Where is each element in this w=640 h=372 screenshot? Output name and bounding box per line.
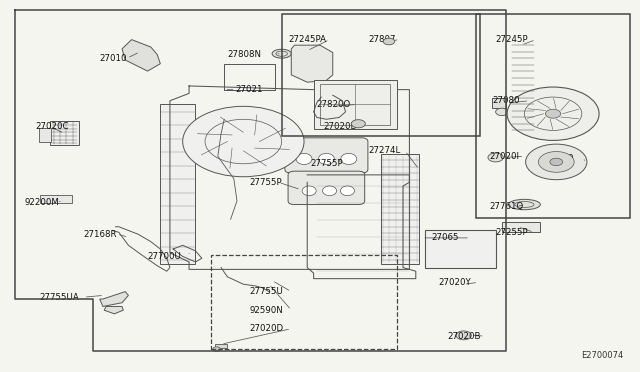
Ellipse shape [319, 153, 334, 164]
Bar [381, 154, 419, 264]
Circle shape [351, 120, 365, 128]
Bar [50, 121, 79, 145]
FancyBboxPatch shape [288, 171, 365, 205]
Bar [214, 343, 227, 348]
Circle shape [182, 106, 304, 177]
Bar [492, 98, 506, 108]
Polygon shape [100, 292, 129, 307]
Bar [426, 231, 495, 267]
Circle shape [507, 87, 599, 140]
Text: 27065: 27065 [432, 233, 460, 243]
Text: 27168R: 27168R [84, 230, 117, 239]
Text: 27820O: 27820O [317, 100, 351, 109]
Circle shape [456, 331, 471, 340]
Text: 27020Y: 27020Y [438, 278, 471, 287]
Ellipse shape [296, 153, 312, 164]
Ellipse shape [323, 186, 337, 196]
Ellipse shape [340, 186, 355, 196]
Text: 27020I: 27020I [489, 152, 519, 161]
Bar [211, 254, 397, 349]
Circle shape [383, 38, 395, 45]
Circle shape [495, 108, 508, 116]
Text: 27755P: 27755P [310, 159, 343, 168]
Polygon shape [291, 45, 333, 82]
Bar [476, 14, 630, 218]
Text: 27010: 27010 [100, 54, 127, 62]
Text: 27274L: 27274L [368, 146, 400, 155]
Text: 27807: 27807 [368, 35, 396, 44]
Text: 27021: 27021 [236, 85, 263, 94]
Circle shape [545, 109, 561, 118]
Text: 27020D: 27020D [250, 324, 284, 333]
Ellipse shape [272, 49, 291, 58]
Bar [314, 80, 397, 129]
Polygon shape [104, 307, 124, 314]
Circle shape [525, 144, 587, 180]
Text: 27245PA: 27245PA [288, 35, 326, 44]
FancyBboxPatch shape [285, 138, 368, 173]
Bar [161, 105, 195, 264]
Bar [502, 222, 540, 232]
Circle shape [488, 153, 503, 162]
Text: 27755U: 27755U [250, 287, 284, 296]
Text: 27700U: 27700U [148, 252, 182, 261]
Text: 27761Q: 27761Q [489, 202, 524, 211]
Text: 27080: 27080 [492, 96, 520, 105]
Bar [39, 128, 51, 142]
Ellipse shape [508, 199, 540, 210]
Text: 92590N: 92590N [250, 306, 284, 315]
Text: 27755P: 27755P [250, 178, 282, 187]
Text: 92200M: 92200M [25, 198, 60, 207]
Circle shape [212, 347, 220, 351]
Ellipse shape [302, 186, 316, 196]
Text: 27255P: 27255P [495, 228, 528, 237]
Ellipse shape [340, 153, 356, 164]
Bar [320, 84, 390, 125]
Text: 27808N: 27808N [227, 50, 261, 59]
Text: 27020C: 27020C [36, 122, 69, 131]
Text: 27120: 27120 [547, 154, 574, 163]
Text: E2700074: E2700074 [581, 351, 623, 360]
Polygon shape [122, 39, 161, 71]
Circle shape [550, 158, 563, 166]
Text: 27020B: 27020B [448, 331, 481, 341]
Bar [40, 195, 72, 203]
Circle shape [538, 151, 574, 172]
Bar [282, 14, 479, 136]
Text: 27020B: 27020B [323, 122, 356, 131]
Text: 27245P: 27245P [495, 35, 528, 44]
Text: 27755UA: 27755UA [39, 293, 79, 302]
